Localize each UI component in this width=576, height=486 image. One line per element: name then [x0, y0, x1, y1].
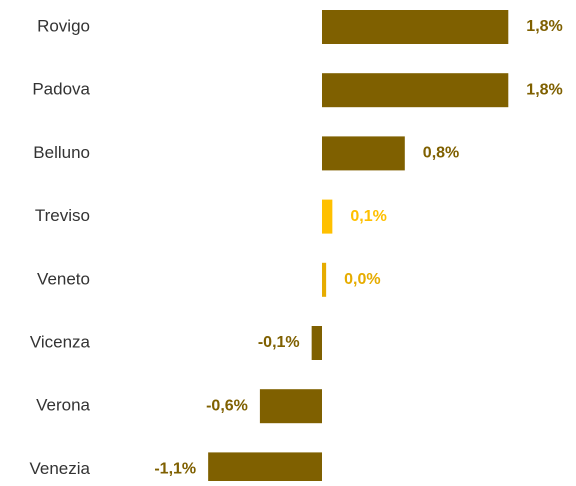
category-label: Venezia [30, 459, 91, 478]
category-label: Vicenza [30, 332, 91, 351]
value-label: 1,8% [526, 18, 562, 35]
value-label: -1,1% [154, 461, 196, 478]
category-label: Treviso [35, 206, 90, 225]
category-label: Padova [32, 80, 90, 99]
bar [259, 389, 322, 424]
bar [311, 326, 322, 360]
bar [322, 262, 327, 297]
bar [322, 73, 509, 108]
category-label: Verona [36, 396, 90, 415]
category-label: Veneto [37, 269, 90, 288]
value-label: 0,8% [423, 145, 459, 162]
bar [208, 452, 322, 486]
bar [322, 10, 509, 44]
value-label: 1,8% [526, 81, 562, 98]
category-label: Belluno [33, 143, 90, 162]
value-label: -0,6% [206, 397, 248, 414]
value-label: -0,1% [258, 334, 300, 351]
value-label: 0,1% [350, 208, 386, 225]
category-label: Rovigo [37, 16, 90, 35]
bar [322, 136, 405, 171]
bar [322, 199, 333, 234]
value-label: 0,0% [344, 271, 380, 288]
